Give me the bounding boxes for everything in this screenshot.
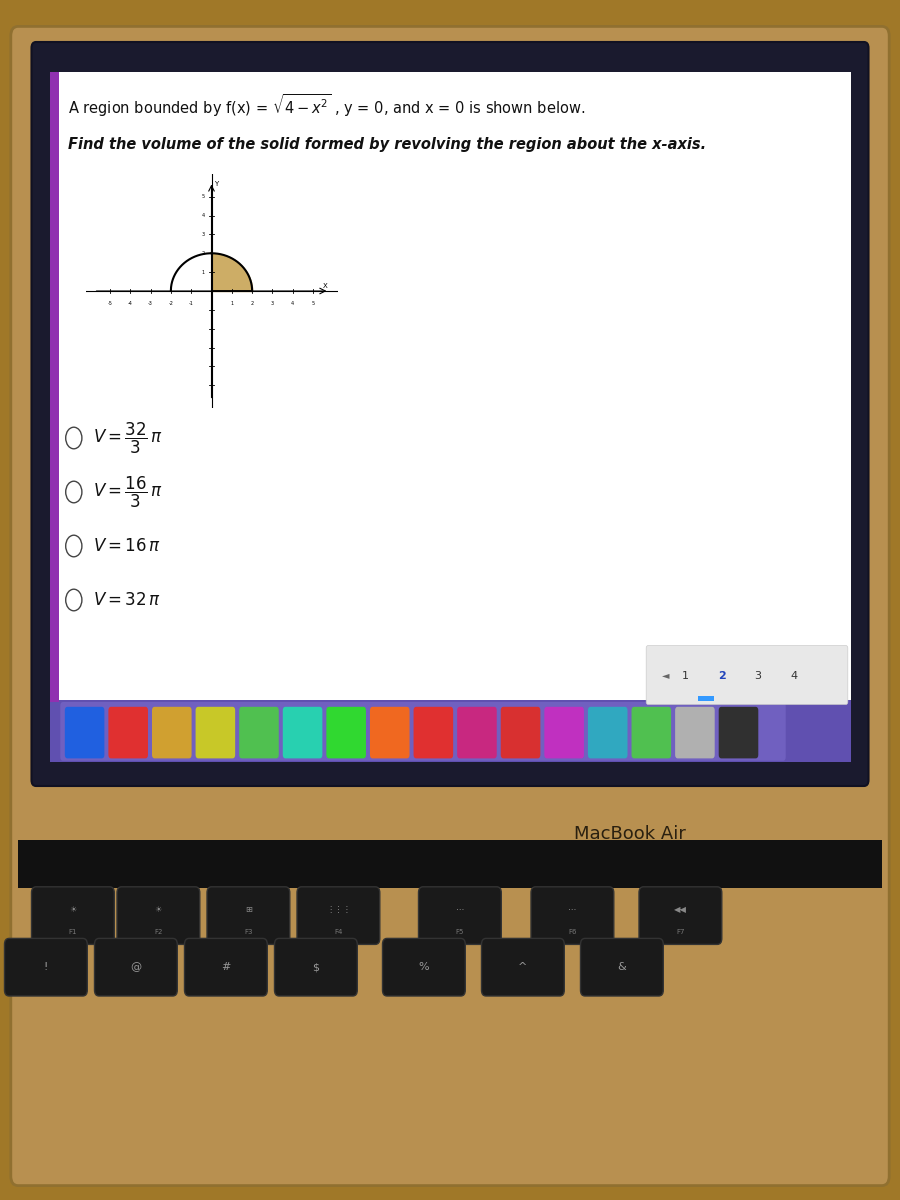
Text: -1: -1 bbox=[189, 301, 194, 306]
Text: F6: F6 bbox=[568, 929, 577, 935]
Text: F7: F7 bbox=[676, 929, 685, 935]
Text: ☀: ☀ bbox=[69, 905, 76, 914]
Text: 5: 5 bbox=[311, 301, 315, 306]
Text: 3: 3 bbox=[754, 671, 761, 680]
Text: F3: F3 bbox=[244, 929, 253, 935]
Text: ☀: ☀ bbox=[155, 905, 162, 914]
Text: 1: 1 bbox=[230, 301, 233, 306]
Text: ⊞: ⊞ bbox=[245, 905, 252, 914]
Text: !: ! bbox=[44, 962, 48, 972]
Text: Y: Y bbox=[214, 181, 219, 187]
Text: -2: -2 bbox=[168, 301, 174, 306]
Text: 1: 1 bbox=[682, 671, 689, 680]
Text: ◄: ◄ bbox=[662, 671, 670, 680]
Text: F2: F2 bbox=[154, 929, 163, 935]
Text: F1: F1 bbox=[68, 929, 77, 935]
Text: 5: 5 bbox=[202, 194, 204, 199]
Text: $V = \dfrac{16}{3}\,\pi$: $V = \dfrac{16}{3}\,\pi$ bbox=[93, 474, 163, 510]
Text: -4: -4 bbox=[128, 301, 132, 306]
Text: ◀◀: ◀◀ bbox=[674, 905, 687, 914]
Text: ^: ^ bbox=[518, 962, 527, 972]
Text: $: $ bbox=[312, 962, 319, 972]
Text: $V = 16\,\pi$: $V = 16\,\pi$ bbox=[93, 538, 160, 554]
Text: 2: 2 bbox=[202, 251, 204, 256]
Text: &: & bbox=[617, 962, 626, 972]
Text: F5: F5 bbox=[455, 929, 464, 935]
Text: 4: 4 bbox=[292, 301, 294, 306]
Text: X: X bbox=[323, 283, 328, 289]
Text: 2: 2 bbox=[250, 301, 254, 306]
Text: 3: 3 bbox=[271, 301, 274, 306]
Text: ⋮⋮⋮: ⋮⋮⋮ bbox=[326, 905, 351, 914]
Text: ⋯: ⋯ bbox=[455, 905, 464, 914]
Text: MacBook Air: MacBook Air bbox=[574, 826, 686, 842]
Text: $V = \dfrac{32}{3}\,\pi$: $V = \dfrac{32}{3}\,\pi$ bbox=[93, 420, 163, 456]
Text: -3: -3 bbox=[148, 301, 153, 306]
Text: -5: -5 bbox=[107, 301, 112, 306]
Text: 1: 1 bbox=[202, 270, 204, 275]
Text: F4: F4 bbox=[334, 929, 343, 935]
Text: 4: 4 bbox=[202, 214, 204, 218]
Text: @: @ bbox=[130, 962, 141, 972]
Text: %: % bbox=[418, 962, 429, 972]
Text: Find the volume of the solid formed by revolving the region about the x-axis.: Find the volume of the solid formed by r… bbox=[68, 137, 706, 151]
Text: 3: 3 bbox=[202, 232, 204, 236]
Text: A region bounded by f(x) = $\sqrt{4-x^2}$ , y = 0, and x = 0 is shown below.: A region bounded by f(x) = $\sqrt{4-x^2}… bbox=[68, 92, 585, 119]
Text: #: # bbox=[221, 962, 230, 972]
Text: ⋯: ⋯ bbox=[568, 905, 577, 914]
Text: 2: 2 bbox=[718, 671, 725, 680]
Text: 4: 4 bbox=[790, 671, 797, 680]
Text: $V = 32\,\pi$: $V = 32\,\pi$ bbox=[93, 590, 160, 608]
